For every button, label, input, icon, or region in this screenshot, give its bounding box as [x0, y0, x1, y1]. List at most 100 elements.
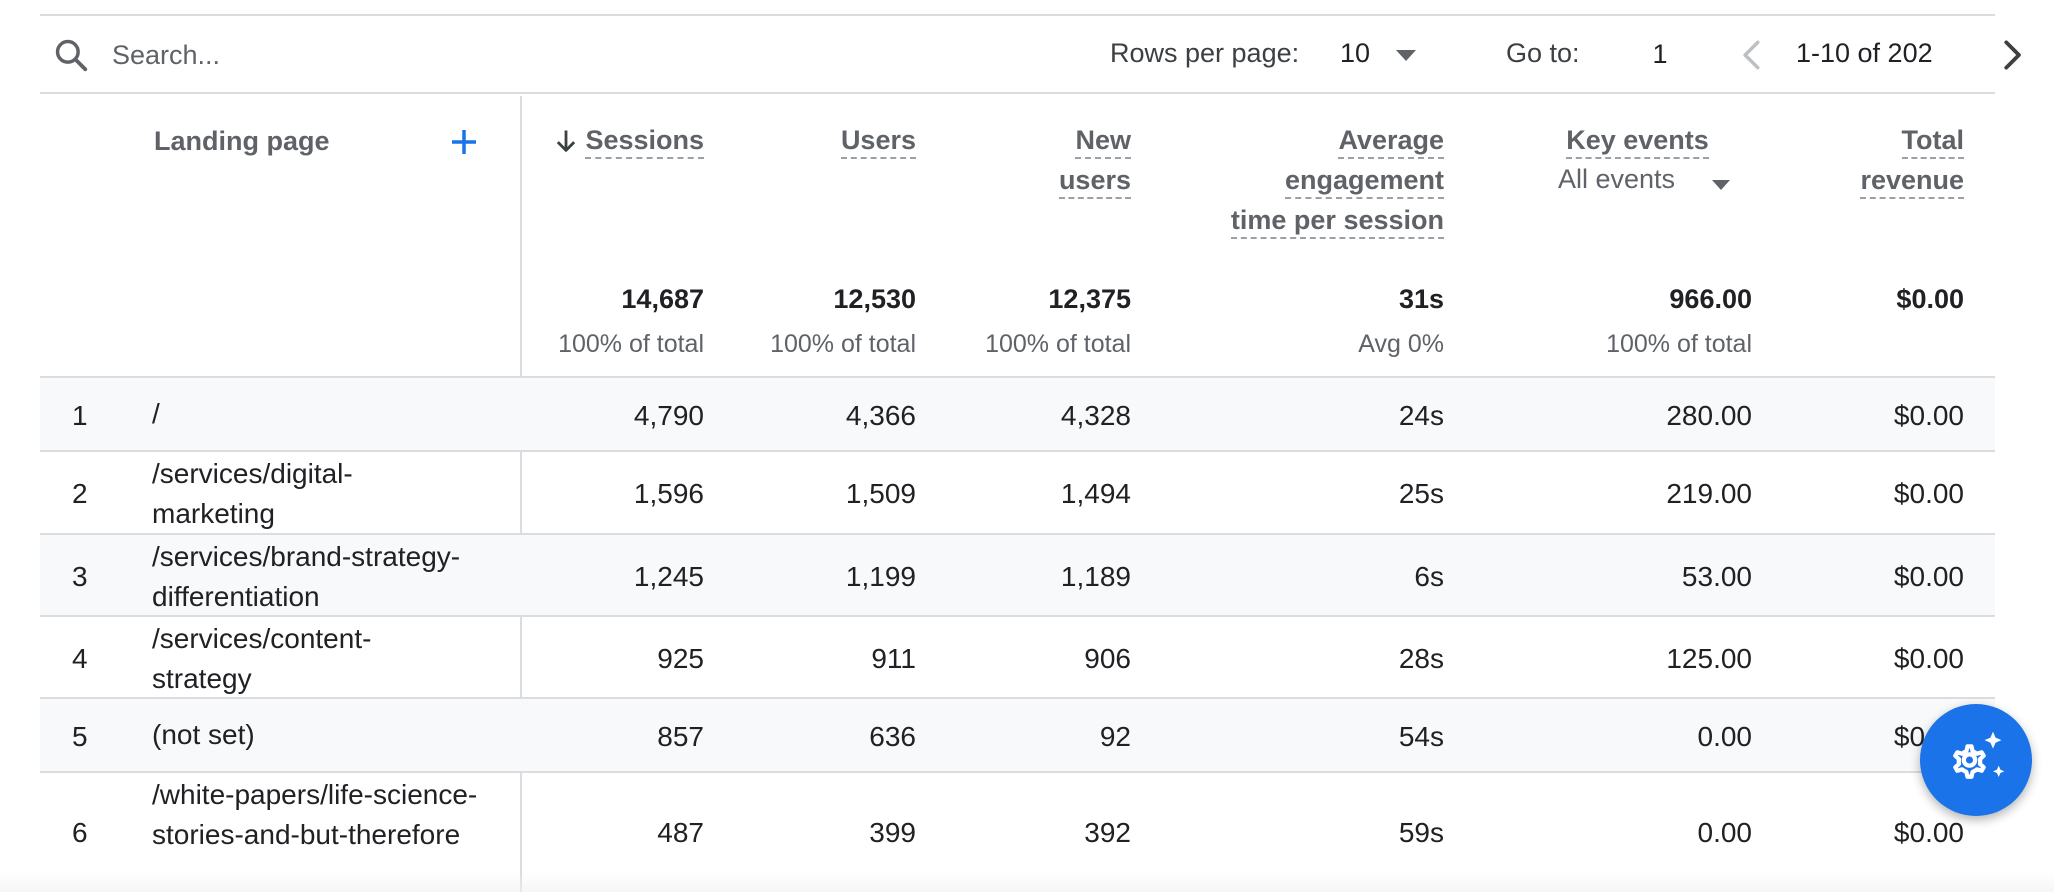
users-header-label: Users — [840, 125, 916, 159]
row-new-users: 1,189 — [1060, 561, 1131, 592]
pct-new-users: 100% of total — [985, 330, 1131, 358]
table-row[interactable]: 3 /services/brand-strategy-differentiati… — [40, 533, 1995, 615]
rows-per-page-caret-icon[interactable] — [1396, 50, 1416, 61]
search-icon[interactable] — [52, 36, 90, 74]
row-key-events: 219.00 — [1666, 478, 1752, 509]
table-row[interactable]: 1 / 4,790 4,366 4,328 24s 280.00 $0.00 — [40, 376, 1995, 450]
row-key-events: 280.00 — [1666, 400, 1752, 431]
row-sessions: 4,790 — [633, 400, 704, 431]
row-new-users: 92 — [1099, 721, 1131, 752]
revenue-header-line2: revenue — [1860, 165, 1964, 199]
row-key-events: 0.00 — [1697, 817, 1753, 848]
table-row[interactable]: 5 (not set) 857 636 92 54s 0.00 $0.00 — [40, 697, 1995, 771]
row-index: 3 — [72, 561, 88, 592]
column-header-sessions[interactable]: Sessions — [540, 120, 704, 160]
row-revenue: $0.00 — [1893, 400, 1964, 431]
row-index: 2 — [72, 478, 88, 509]
row-new-users: 1,494 — [1060, 478, 1131, 509]
sessions-header-label: Sessions — [585, 125, 704, 159]
total-revenue: $0.00 — [1896, 284, 1964, 314]
row-landing-page[interactable]: /services/digital-marketing — [152, 458, 353, 529]
pct-key-events: 100% of total — [1606, 330, 1752, 358]
goto-label: Go to: — [1506, 38, 1580, 68]
row-sessions: 925 — [657, 643, 704, 674]
row-users: 1,509 — [845, 478, 916, 509]
row-sessions: 1,245 — [633, 561, 704, 592]
add-icon[interactable] — [448, 126, 480, 158]
key-events-header-label: Key events — [1566, 125, 1709, 159]
total-sessions: 14,687 — [621, 284, 704, 314]
row-users: 1,199 — [845, 561, 916, 592]
row-landing-page[interactable]: /white-papers/life-science-stories-and-b… — [152, 779, 478, 850]
gear-sparkle-icon — [1953, 731, 2005, 779]
row-revenue: $0.00 — [1893, 817, 1964, 848]
row-avg-engagement: 28s — [1398, 643, 1444, 674]
avg-eng-header-line1: Average — [1338, 125, 1444, 159]
row-revenue: $0.00 — [1893, 643, 1964, 674]
top-divider — [40, 14, 1995, 16]
row-avg-engagement: 6s — [1414, 561, 1444, 592]
pagination-range: 1-10 of 202 — [1796, 38, 1933, 68]
row-index: 5 — [72, 721, 88, 752]
arrow-down-icon[interactable] — [552, 126, 580, 156]
table-row[interactable]: 4 /services/content-strategy 925 911 906… — [40, 615, 1995, 697]
rows-per-page-select[interactable]: 10 — [1340, 38, 1371, 68]
total-key-events: 966.00 — [1669, 284, 1752, 314]
row-avg-engagement: 54s — [1398, 721, 1444, 752]
dimension-column-divider — [520, 96, 522, 892]
row-users: 636 — [869, 721, 916, 752]
row-key-events: 0.00 — [1697, 721, 1753, 752]
insights-fab-button[interactable] — [1920, 704, 2032, 816]
row-key-events: 125.00 — [1666, 643, 1752, 674]
column-header-new-users[interactable]: New users — [960, 120, 1131, 200]
key-events-filter-caret-icon[interactable] — [1712, 180, 1730, 190]
row-new-users: 4,328 — [1060, 400, 1131, 431]
column-header-avg-engagement[interactable]: Average engagement time per session — [1200, 120, 1444, 240]
total-new-users: 12,375 — [1048, 284, 1131, 314]
column-header-users[interactable]: Users — [760, 120, 916, 160]
row-revenue: $0.00 — [1893, 561, 1964, 592]
new-users-header-line1: New — [1075, 125, 1131, 159]
goto-page-input[interactable] — [1630, 34, 1690, 74]
row-avg-engagement: 59s — [1398, 817, 1444, 848]
row-sessions: 857 — [657, 721, 704, 752]
key-events-filter-select[interactable]: All events — [1558, 164, 1676, 194]
column-header-key-events[interactable]: Key events — [1560, 120, 1715, 160]
chevron-right-icon[interactable] — [1992, 36, 2030, 74]
total-avg-engagement: 31s — [1398, 284, 1444, 314]
row-key-events: 53.00 — [1681, 561, 1752, 592]
row-sessions: 1,596 — [633, 478, 704, 509]
revenue-header-line1: Total — [1901, 125, 1964, 159]
row-new-users: 906 — [1084, 643, 1131, 674]
rows-per-page-label: Rows per page: — [1110, 38, 1300, 68]
row-new-users: 392 — [1084, 817, 1131, 848]
row-index: 4 — [72, 643, 88, 674]
row-landing-page[interactable]: (not set) — [152, 719, 255, 750]
pct-users: 100% of total — [770, 330, 916, 358]
row-users: 911 — [871, 643, 916, 674]
landing-page-header[interactable]: Landing page — [154, 126, 330, 156]
pct-sessions: 100% of total — [558, 330, 704, 358]
avg-eng-header-line3: time per session — [1230, 205, 1444, 239]
row-avg-engagement: 24s — [1398, 400, 1444, 431]
search-input[interactable] — [112, 34, 712, 76]
row-sessions: 487 — [657, 817, 704, 848]
row-index: 1 — [72, 400, 88, 431]
table-row[interactable]: 2 /services/digital-marketing 1,596 1,50… — [40, 450, 1995, 533]
new-users-header-line2: users — [1058, 165, 1131, 199]
row-landing-page[interactable]: /services/brand-strategy-differentiation — [152, 541, 461, 612]
pct-avg-engagement: Avg 0% — [1358, 330, 1444, 358]
chevron-left-icon[interactable] — [1734, 36, 1772, 74]
column-header-total-revenue[interactable]: Total revenue — [1800, 120, 1964, 200]
row-index: 6 — [72, 817, 88, 848]
row-users: 399 — [869, 817, 916, 848]
row-landing-page[interactable]: / — [152, 398, 160, 429]
row-landing-page[interactable]: /services/content-strategy — [152, 623, 372, 694]
table-toolbar: Rows per page: 10 Go to: 1-10 of 202 — [40, 16, 2021, 94]
row-users: 4,366 — [845, 400, 916, 431]
row-revenue: $0.00 — [1893, 478, 1964, 509]
avg-eng-header-line2: engagement — [1284, 165, 1444, 199]
row-avg-engagement: 25s — [1398, 478, 1444, 509]
table-row[interactable]: 6 /white-papers/life-science-stories-and… — [40, 771, 1995, 892]
total-users: 12,530 — [833, 284, 916, 314]
